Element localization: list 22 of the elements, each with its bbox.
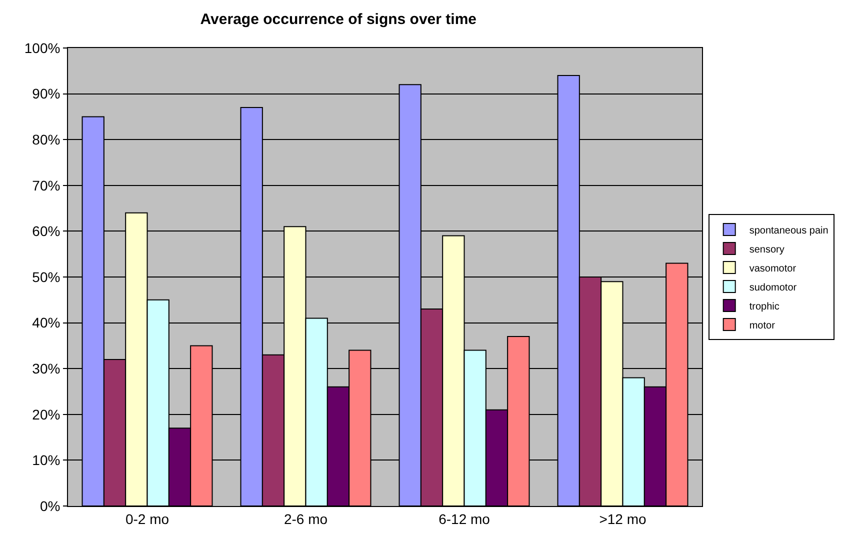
legend-label: motor bbox=[749, 320, 776, 332]
legend-label: sensory bbox=[749, 244, 784, 256]
y-tick-label: 100% bbox=[24, 40, 60, 56]
x-tick-label: 0-2 mo bbox=[125, 510, 170, 527]
y-tick-label: 20% bbox=[32, 406, 60, 422]
legend-label: spontaneous pain bbox=[749, 225, 828, 236]
y-tick-label: 10% bbox=[32, 452, 60, 468]
y-tick-label: 60% bbox=[32, 223, 60, 240]
legend-label: vasomotor bbox=[749, 263, 797, 274]
y-tick-label: 90% bbox=[32, 86, 60, 102]
y-tick-label: 0% bbox=[40, 498, 60, 514]
y-tick-label: 50% bbox=[32, 268, 60, 285]
x-tick-label: >12 mo bbox=[599, 510, 647, 527]
y-tick-label: 40% bbox=[32, 314, 60, 331]
y-tick-label: 70% bbox=[32, 177, 60, 194]
legend-label: trophic bbox=[749, 301, 780, 312]
x-tick-label: 2-6 mo bbox=[284, 510, 328, 527]
chart-title: Average occurrence of signs over time bbox=[200, 10, 477, 28]
x-tick-label: 6-12 mo bbox=[438, 510, 490, 527]
y-tick-label: 80% bbox=[32, 132, 60, 148]
y-tick-label: 30% bbox=[32, 360, 60, 376]
legend-label: sudomotor bbox=[749, 282, 798, 294]
